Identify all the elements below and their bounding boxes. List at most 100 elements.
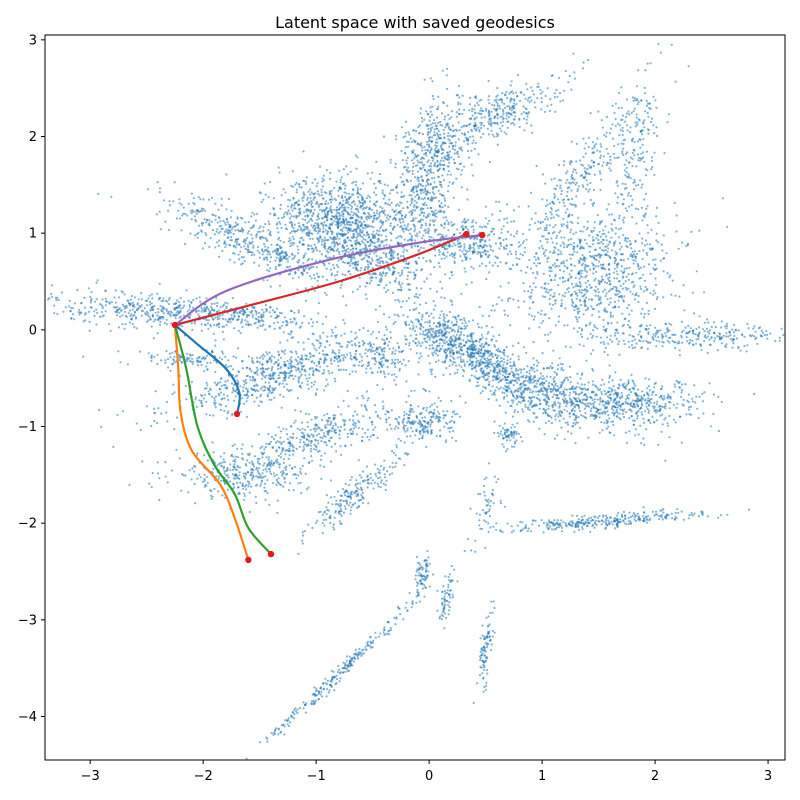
scatter-point <box>326 508 329 512</box>
scatter-point <box>252 465 255 468</box>
scatter-point <box>429 219 432 222</box>
scatter-point <box>56 296 59 299</box>
scatter-point <box>185 289 188 292</box>
scatter-point <box>468 245 471 248</box>
scatter-point <box>286 339 289 342</box>
scatter-point <box>422 198 425 201</box>
scatter-point <box>375 474 378 477</box>
scatter-point <box>463 219 466 222</box>
scatter-point <box>261 248 264 251</box>
scatter-point <box>305 208 308 211</box>
scatter-point <box>303 448 306 451</box>
scatter-point <box>299 325 302 328</box>
scatter-point <box>205 381 208 384</box>
scatter-point <box>269 440 272 443</box>
scatter-point <box>294 375 297 378</box>
scatter-point <box>352 188 355 191</box>
scatter-point <box>51 295 54 298</box>
scatter-point <box>238 258 241 261</box>
scatter-point <box>109 329 112 332</box>
scatter-point <box>328 207 331 210</box>
scatter-point <box>151 297 154 300</box>
scatter-point <box>414 276 417 279</box>
scatter-point <box>320 418 323 422</box>
scatter-point <box>382 262 385 265</box>
scatter-point <box>347 270 350 273</box>
scatter-point <box>430 210 433 213</box>
scatter-point <box>473 236 477 239</box>
scatter-point <box>467 130 470 134</box>
scatter-point <box>461 228 464 232</box>
scatter-point <box>270 369 273 372</box>
scatter-point <box>368 252 371 255</box>
scatter-point <box>334 199 338 202</box>
scatter-point <box>338 433 341 436</box>
scatter-point <box>332 240 336 243</box>
scatter-point <box>391 466 394 469</box>
scatter-point <box>178 304 181 307</box>
scatter-point <box>175 299 179 302</box>
scatter-point <box>379 476 382 479</box>
scatter-point <box>341 487 345 491</box>
scatter-point <box>294 230 297 233</box>
scatter-point <box>404 146 407 149</box>
scatter-point <box>229 231 232 234</box>
scatter-point <box>382 244 386 247</box>
scatter-point <box>396 191 399 194</box>
scatter-point <box>333 242 336 245</box>
scatter-point <box>120 290 123 293</box>
scatter-point <box>313 229 316 232</box>
scatter-point <box>230 365 233 368</box>
scatter-point <box>421 146 424 149</box>
scatter-point <box>458 112 461 115</box>
scatter-point <box>466 198 469 201</box>
scatter-point <box>339 229 342 232</box>
scatter-point <box>217 490 220 493</box>
scatter-point <box>310 191 313 194</box>
scatter-point <box>502 238 505 242</box>
scatter-point <box>329 359 333 362</box>
scatter-point <box>356 413 359 416</box>
scatter-point <box>473 248 476 251</box>
scatter-point <box>330 218 333 221</box>
scatter-point <box>287 332 290 335</box>
scatter-point <box>200 329 203 332</box>
scatter-point <box>237 370 240 373</box>
scatter-point <box>366 355 369 358</box>
scatter-point <box>270 391 273 394</box>
scatter-point <box>419 208 422 212</box>
scatter-point <box>100 426 103 429</box>
scatter-point <box>356 239 359 242</box>
scatter-point <box>269 180 272 184</box>
scatter-point <box>315 448 318 451</box>
scatter-point <box>329 268 333 271</box>
scatter-point <box>98 409 101 412</box>
scatter-point <box>290 336 293 339</box>
scatter-point <box>426 112 429 115</box>
scatter-point <box>366 266 369 269</box>
scatter-point <box>241 482 244 485</box>
scatter-point <box>481 226 484 229</box>
scatter-point <box>276 511 279 514</box>
scatter-point <box>366 254 369 257</box>
scatter-point <box>337 259 340 262</box>
scatter-point <box>351 419 355 422</box>
scatter-point <box>266 269 269 272</box>
scatter-point <box>190 380 193 384</box>
scatter-point <box>428 223 431 226</box>
scatter-point <box>286 260 289 263</box>
scatter-point <box>396 342 399 345</box>
scatter-point <box>375 232 378 235</box>
scatter-point <box>336 235 339 238</box>
scatter-point <box>374 358 377 361</box>
scatter-point <box>327 238 330 241</box>
scatter-point <box>354 422 357 425</box>
scatter-point <box>413 203 416 207</box>
scatter-point <box>388 203 391 207</box>
scatter-point <box>414 273 417 276</box>
scatter-point <box>218 356 221 359</box>
scatter-point <box>289 232 292 235</box>
scatter-point <box>243 245 246 248</box>
scatter-point <box>505 203 509 206</box>
scatter-point <box>411 211 414 214</box>
